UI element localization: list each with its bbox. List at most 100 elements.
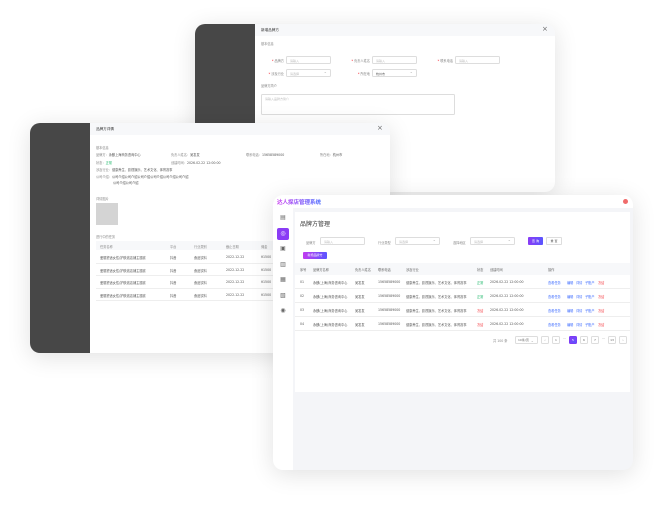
field-input[interactable]: 请选择: [286, 69, 331, 77]
field-input[interactable]: 请输入: [455, 56, 500, 64]
action-link[interactable]: 子账户: [585, 323, 595, 327]
task-cell: 食品饮料: [194, 281, 207, 285]
field-input[interactable]: 请输入: [286, 56, 331, 64]
table-row[interactable]: 03 永麒(上海)商务咨询中心 吴发发 15658589000 健康养生、影视娱乐、艺术…: [295, 303, 630, 317]
table-cell: 2026.02.22 12:00:00: [490, 308, 524, 312]
industry-select[interactable]: 请选择: [395, 237, 440, 245]
intro-line-2: 公司介绍公司介绍: [113, 181, 139, 185]
field-input[interactable]: 杭州市: [372, 69, 417, 77]
action-link[interactable]: 子账户: [585, 295, 595, 299]
brand-filter-label: 品牌方: [306, 241, 316, 245]
action-link[interactable]: 编辑: [567, 323, 574, 327]
action-link[interactable]: 冻结: [598, 295, 605, 299]
search-button[interactable]: 查 询: [528, 237, 543, 245]
action-link[interactable]: 冻结: [598, 323, 605, 327]
action-link[interactable]: 详情: [576, 323, 583, 327]
action-link[interactable]: 查看任务: [548, 295, 561, 299]
dialog-header: [255, 24, 555, 36]
column-header: 平台: [170, 245, 177, 249]
task-icon[interactable]: ▣: [280, 245, 286, 252]
document-icon[interactable]: ▤: [280, 214, 286, 221]
table-cell: 01: [300, 280, 305, 284]
table-cell: 15658589000: [378, 294, 401, 298]
prev-page-button[interactable]: ‹: [541, 336, 549, 344]
detail-image[interactable]: [96, 203, 118, 225]
task-cell: ¥1500: [261, 267, 272, 272]
action-link[interactable]: 编辑: [567, 281, 574, 285]
task-row[interactable]: 爱丽舒适女性/护肤线店铺主题赛 抖音 食品饮料 2022.12.22 ¥1500: [96, 289, 390, 301]
page-size-select[interactable]: 10条/页: [515, 336, 538, 345]
table-row[interactable]: 04 永麒(上海)商务咨询中心 吴发发 15658589000 健康养生、影视娱乐、艺术…: [295, 317, 630, 331]
task-cell: 抖音: [170, 256, 177, 260]
table-row[interactable]: 02 永麒(上海)商务咨询中心 吴发发 15658589000 健康养生、影视娱乐、艺术…: [295, 289, 630, 303]
top-bar: [273, 195, 633, 208]
app-title: 达人探店管理系统: [277, 200, 322, 206]
dialog-title: 新增品牌方: [261, 28, 279, 32]
calendar-icon[interactable]: ▦: [280, 276, 286, 283]
task-cell: 爱丽舒适女性/护肤线店铺主题赛: [100, 268, 146, 273]
action-link[interactable]: 查看任务: [548, 281, 561, 285]
column-header: 任务名称: [100, 245, 113, 249]
industry-info: 涉及行业：健康养生、影视娱乐、艺术文化、体育赛事: [96, 168, 173, 172]
table-cell: 15658589000: [378, 280, 401, 284]
brand-icon[interactable]: ◎: [277, 227, 289, 240]
field-label: * 品牌方: [271, 59, 284, 63]
table-cell: 吴发发: [355, 295, 365, 299]
action-link[interactable]: 详情: [576, 281, 583, 285]
task-cell: ¥1500: [261, 280, 272, 284]
action-link[interactable]: 子账户: [585, 309, 595, 313]
close-icon[interactable]: ×: [377, 124, 383, 132]
action-link[interactable]: 冻结: [598, 309, 605, 313]
action-link[interactable]: 查看任务: [548, 309, 561, 313]
column-header: 佣金: [261, 245, 268, 249]
region-select[interactable]: 请选择: [470, 237, 515, 245]
page-button[interactable]: 6: [580, 336, 588, 344]
report-icon[interactable]: ▥: [280, 260, 286, 268]
table-header: 序号 品牌方名称 负责人姓名 联系电话 涉及行业 状态 创建时间 操作: [295, 263, 630, 275]
user-avatar[interactable]: [623, 199, 628, 204]
field-label: * 涉及行业: [268, 72, 284, 76]
status-badge: 正常: [105, 161, 112, 165]
next-page-button[interactable]: ›: [619, 336, 627, 344]
table-cell: 健康养生、影视娱乐、艺术文化、体育赛事: [406, 295, 467, 299]
task-row[interactable]: 爱丽舒适女性/护肤线店铺主题赛 抖音 食品饮料 2022.12.22 ¥1500: [96, 251, 390, 264]
task-row[interactable]: 爱丽舒适女性/护肤线店铺主题赛 抖音 食品饮料 2022.12.22 ¥1500: [96, 276, 390, 289]
brand-filter-input[interactable]: 请输入: [320, 237, 365, 245]
column-header: 行业类别: [194, 245, 207, 249]
page-button[interactable]: 7: [591, 336, 599, 344]
page-button[interactable]: 1: [552, 336, 560, 344]
table-cell: 健康养生、影视娱乐、艺术文化、体育赛事: [406, 281, 467, 285]
page-button[interactable]: 5: [569, 336, 577, 344]
action-link[interactable]: 冻结: [598, 281, 605, 285]
action-link[interactable]: 编辑: [567, 309, 574, 313]
field-input[interactable]: 请输入: [372, 56, 417, 64]
field-label: * 联系电话: [437, 59, 453, 63]
tasks-header: 任务名称 平台 行业类别 截止日期 佣金: [96, 241, 390, 250]
backdrop: [30, 123, 90, 353]
book-icon[interactable]: ▧: [280, 291, 286, 299]
settings-icon[interactable]: ◉: [280, 307, 286, 314]
action-link[interactable]: 详情: [576, 295, 583, 299]
status-info: 状态：正常: [96, 161, 112, 165]
close-icon[interactable]: ×: [542, 25, 548, 33]
add-brand-button[interactable]: 新增品牌方: [303, 252, 327, 259]
action-link[interactable]: 子账户: [585, 281, 595, 285]
table-cell: 03: [300, 308, 305, 312]
action-link[interactable]: 查看任务: [548, 323, 561, 327]
intro-textarea[interactable]: 请输入品牌方简介: [261, 94, 455, 115]
task-cell: 爱丽舒适女性/护肤线店铺主题赛: [100, 293, 146, 298]
task-cell: 抖音: [170, 293, 177, 298]
table-cell: 02: [300, 294, 305, 298]
action-link[interactable]: 详情: [576, 309, 583, 313]
reset-button[interactable]: 重 置: [546, 237, 562, 245]
action-link[interactable]: 编辑: [567, 295, 574, 299]
page-button[interactable]: 13: [608, 336, 616, 344]
table-row[interactable]: 01 永麒(上海)商务咨询中心 吴发发 15658589000 健康养生、影视娱乐、艺术…: [295, 275, 630, 289]
phone-info: 联系电话：15658589000: [246, 153, 285, 157]
task-row[interactable]: 爱丽舒适女性/护肤线店铺主题赛 抖音 食品饮料 2022.12.22 ¥1500: [96, 264, 390, 276]
ellipsis: ···: [602, 337, 606, 341]
task-cell: 食品饮料: [194, 256, 207, 260]
column-header: 序号: [300, 268, 307, 272]
column-header: 状态: [477, 268, 484, 272]
owner-info: 负责人姓名：吴发发: [171, 153, 200, 157]
